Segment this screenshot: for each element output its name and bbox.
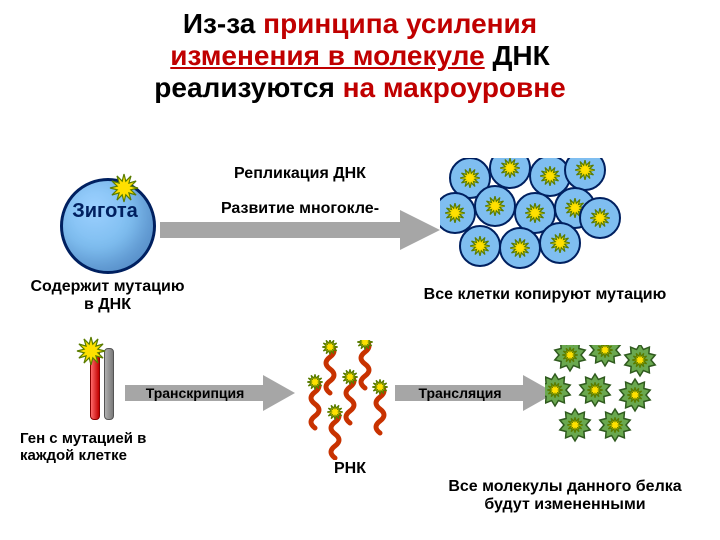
title-l2b: ДНК bbox=[485, 40, 550, 71]
rna-cluster bbox=[300, 340, 400, 460]
zygote-mutation-star bbox=[108, 172, 140, 204]
row1-arrow bbox=[160, 210, 440, 250]
translation-label: Трансляция bbox=[400, 385, 520, 401]
title-l2a: изменения в молекуле bbox=[170, 40, 484, 71]
title-l1a: Из-за bbox=[183, 8, 263, 39]
transcription-label: Транскрипция bbox=[135, 385, 255, 401]
main-title: Из-за принципа усиления изменения в моле… bbox=[0, 8, 720, 105]
diagram-stage: Из-за принципа усиления изменения в моле… bbox=[0, 0, 720, 540]
protein-cluster bbox=[545, 345, 685, 460]
cells-caption: Все клетки копируют мутацию bbox=[400, 286, 690, 304]
gene-caption: Ген с мутацией в каждой клетке bbox=[20, 430, 200, 465]
title-l3b: на макроуровне bbox=[343, 72, 566, 103]
cells-cluster bbox=[440, 158, 640, 278]
zygote-caption: Содержит мутацию в ДНК bbox=[30, 278, 185, 315]
rna-label: РНК bbox=[300, 460, 400, 478]
replication-label: Репликация ДНК bbox=[195, 165, 405, 183]
title-l3a: реализуются bbox=[154, 72, 342, 103]
title-l1b: принципа усиления bbox=[263, 8, 537, 39]
gene-mutation-star bbox=[75, 335, 107, 367]
protein-caption: Все молекулы данного белка будут изменен… bbox=[420, 478, 710, 515]
